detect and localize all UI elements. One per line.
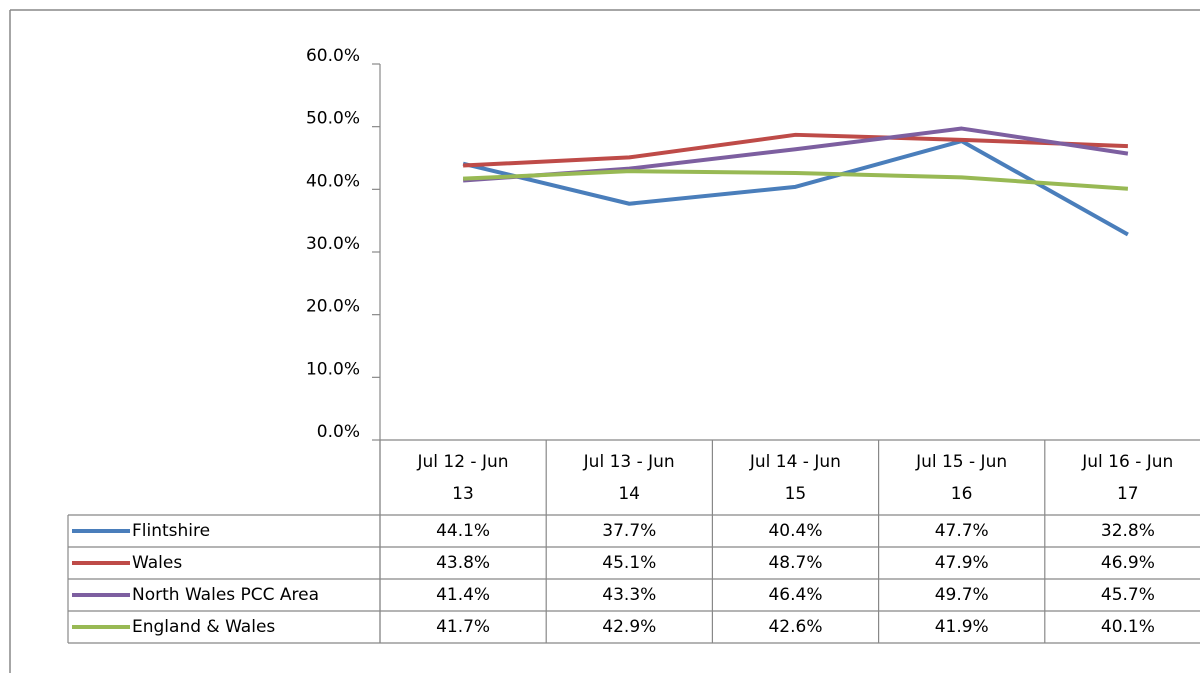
- value-label: 48.7%: [768, 553, 822, 573]
- x-tick-label: Jul 14 - Jun 15: [749, 451, 841, 504]
- y-tick-label: 10.0%: [306, 359, 360, 379]
- x-tick-label: Jul 12 - Jun 13: [417, 451, 509, 504]
- x-tick-label-box: Jul 14 - Jun 15: [712, 440, 878, 515]
- x-tick-label-cell: Jul 13 - Jun 14: [546, 440, 712, 515]
- x-tick-label: Jul 15 - Jun 16: [916, 451, 1008, 504]
- series-line: [462, 139, 1129, 237]
- value-label: 42.6%: [768, 617, 822, 637]
- value-label: 46.4%: [768, 585, 822, 605]
- legend-label: England & Wales: [132, 617, 275, 637]
- x-tick-label-cell: Jul 14 - Jun 15: [712, 440, 878, 515]
- series-line: [463, 169, 1129, 191]
- value-label: 41.7%: [436, 617, 490, 637]
- value-label: 41.9%: [935, 617, 989, 637]
- x-tick-label-cell: Jul 16 - Jun 17: [1045, 440, 1200, 515]
- legend-label: North Wales PCC Area: [132, 585, 319, 605]
- x-tick-label-box: Jul 16 - Jun 17: [1045, 440, 1200, 515]
- value-label: 45.1%: [602, 553, 656, 573]
- value-label: 43.3%: [602, 585, 656, 605]
- y-tick-label: 20.0%: [306, 297, 360, 317]
- value-label: 37.7%: [602, 521, 656, 541]
- y-tick-label: 50.0%: [306, 109, 360, 129]
- x-tick-label-box: Jul 13 - Jun 14: [546, 440, 712, 515]
- value-label: 44.1%: [436, 521, 490, 541]
- value-label: 40.4%: [768, 521, 822, 541]
- value-label: 43.8%: [436, 553, 490, 573]
- value-label: 32.8%: [1101, 521, 1155, 541]
- x-tick-label-cell: Jul 15 - Jun 16: [879, 440, 1045, 515]
- y-tick-label: 40.0%: [306, 171, 360, 191]
- series-line: [463, 132, 1128, 168]
- value-label: 46.9%: [1101, 553, 1155, 573]
- value-label: 45.7%: [1101, 585, 1155, 605]
- value-label: 41.4%: [436, 585, 490, 605]
- x-tick-label-cell: Jul 12 - Jun 13: [380, 440, 546, 515]
- y-tick-label: 0.0%: [317, 422, 360, 442]
- y-tick-label: 60.0%: [306, 46, 360, 66]
- x-tick-label: Jul 16 - Jun 17: [1082, 451, 1174, 504]
- legend-label: Flintshire: [132, 521, 210, 541]
- value-label: 42.9%: [602, 617, 656, 637]
- legend-label: Wales: [132, 553, 182, 573]
- y-tick-label: 30.0%: [306, 234, 360, 254]
- value-label: 47.9%: [935, 553, 989, 573]
- value-label: 40.1%: [1101, 617, 1155, 637]
- x-tick-label-box: Jul 12 - Jun 13: [380, 440, 546, 515]
- value-label: 47.7%: [935, 521, 989, 541]
- x-tick-label-box: Jul 15 - Jun 16: [879, 440, 1045, 515]
- x-tick-label: Jul 13 - Jun 14: [583, 451, 675, 504]
- value-label: 49.7%: [935, 585, 989, 605]
